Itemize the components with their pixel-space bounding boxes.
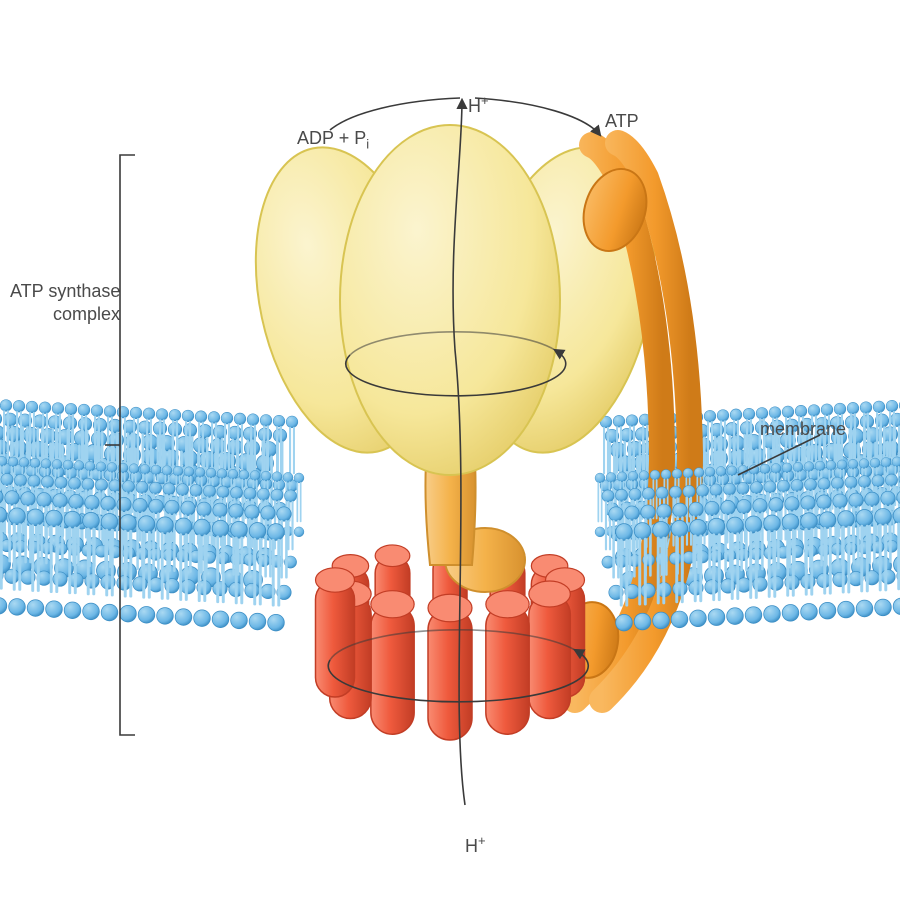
label-h-bottom: H+: [455, 810, 486, 857]
label-adp-sub: i: [366, 136, 369, 151]
diagram-svg: [0, 0, 900, 900]
label-h-top: H+: [458, 70, 489, 117]
diagram-stage: ATP synthase complex membrane ADP + Pi A…: [0, 0, 900, 900]
label-adp-pi: ADP + Pi: [288, 104, 369, 152]
label-membrane: membrane: [760, 418, 846, 441]
f1-lobes-front: [340, 125, 560, 475]
label-atp: ATP: [605, 110, 639, 133]
label-atp-synthase-complex: ATP synthase complex: [10, 280, 120, 325]
label-adp: ADP + P: [297, 128, 366, 148]
